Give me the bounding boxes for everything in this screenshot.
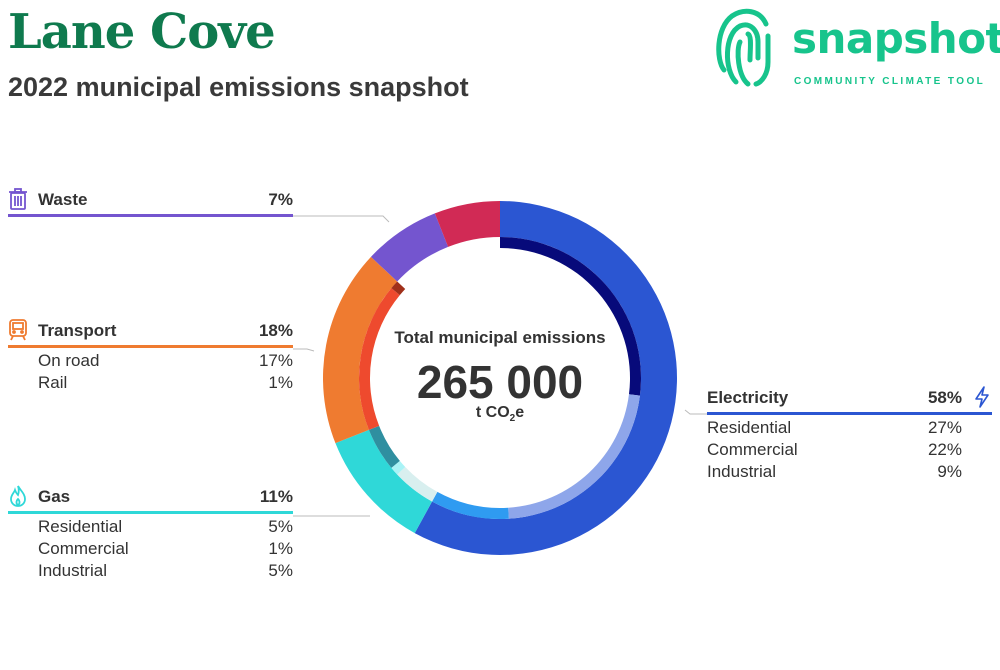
subslice-gas-commercial bbox=[391, 460, 406, 475]
page-title: Lane Cove bbox=[8, 4, 276, 60]
legend-gas: Gas 11% Residential 5% Commercial 1% Ind… bbox=[8, 485, 293, 580]
logo-tagline: COMMUNITY CLIMATE TOOL bbox=[794, 76, 986, 87]
legend-electricity-sub-commercial: Commercial 22% bbox=[707, 440, 962, 459]
total-unit: t CO2e bbox=[475, 404, 525, 425]
legend-waste-name: Waste bbox=[38, 190, 88, 209]
legend-electricity: Electricity 58% Residential 27% Commerci… bbox=[707, 386, 992, 481]
legend-gas-rule bbox=[8, 511, 293, 514]
page-subtitle: 2022 municipal emissions snapshot bbox=[8, 72, 469, 102]
total-label: Total municipal emissions bbox=[394, 328, 606, 347]
legend-gas-sub-commercial: Commercial 1% bbox=[38, 539, 293, 558]
legend-transport-value: 18% bbox=[258, 321, 293, 340]
transport-leader-line bbox=[293, 348, 315, 352]
slice-electricity bbox=[414, 200, 678, 555]
legend-transport-name: Transport bbox=[38, 321, 117, 340]
waste-leader-line bbox=[293, 215, 390, 223]
snapshot-logo: snapshot COMMUNITY CLIMATE TOOL bbox=[712, 0, 1000, 90]
legend-waste-rule bbox=[8, 214, 293, 217]
subslice-electricity-commercial bbox=[508, 394, 640, 519]
trash-icon bbox=[9, 188, 27, 210]
legend-transport-rule bbox=[8, 345, 293, 348]
legend-electricity-sub-residential: Residential 27% bbox=[707, 418, 962, 437]
legend-gas-name: Gas bbox=[38, 487, 71, 506]
legend-transport-sub-onroad: On road 17% bbox=[38, 351, 293, 370]
leader-lines bbox=[293, 215, 707, 517]
legend-electricity-value: 58% bbox=[927, 388, 962, 407]
legend-gas-value: 11% bbox=[259, 487, 293, 506]
subslice-gas-residential bbox=[397, 466, 438, 502]
legend-waste: Waste 7% bbox=[8, 188, 293, 217]
slice-transport bbox=[323, 256, 398, 444]
legend-gas-sub-residential: Residential 5% bbox=[38, 517, 293, 536]
subslice-gas-industrial bbox=[368, 425, 400, 468]
logo-wordmark: snapshot bbox=[792, 14, 1000, 63]
legend-transport-sub-rail: Rail 1% bbox=[38, 373, 293, 392]
legend-electricity-sub-industrial: Industrial 9% bbox=[707, 462, 962, 481]
legend-gas-sub-industrial: Industrial 5% bbox=[38, 561, 293, 580]
fingerprint-icon bbox=[716, 8, 771, 87]
subslice-transport-on-road bbox=[359, 288, 400, 430]
legend-electricity-rule bbox=[707, 412, 992, 415]
electricity-leader-line bbox=[684, 409, 707, 415]
slice-gas bbox=[335, 429, 433, 534]
subslice-electricity-industrial bbox=[432, 491, 509, 519]
total-value: 265 000 bbox=[416, 356, 584, 408]
slice-other bbox=[434, 201, 500, 247]
legend-waste-value: 7% bbox=[268, 190, 293, 209]
train-icon bbox=[9, 319, 27, 341]
legend-electricity-name: Electricity bbox=[707, 388, 789, 407]
lightning-icon bbox=[975, 386, 989, 408]
subslice-transport-rail bbox=[391, 281, 406, 296]
legend-transport: Transport 18% On road 17% Rail 1% bbox=[8, 319, 293, 392]
subslice-electricity-residential bbox=[500, 237, 641, 396]
flame-icon bbox=[10, 485, 26, 507]
slice-waste bbox=[370, 213, 449, 282]
